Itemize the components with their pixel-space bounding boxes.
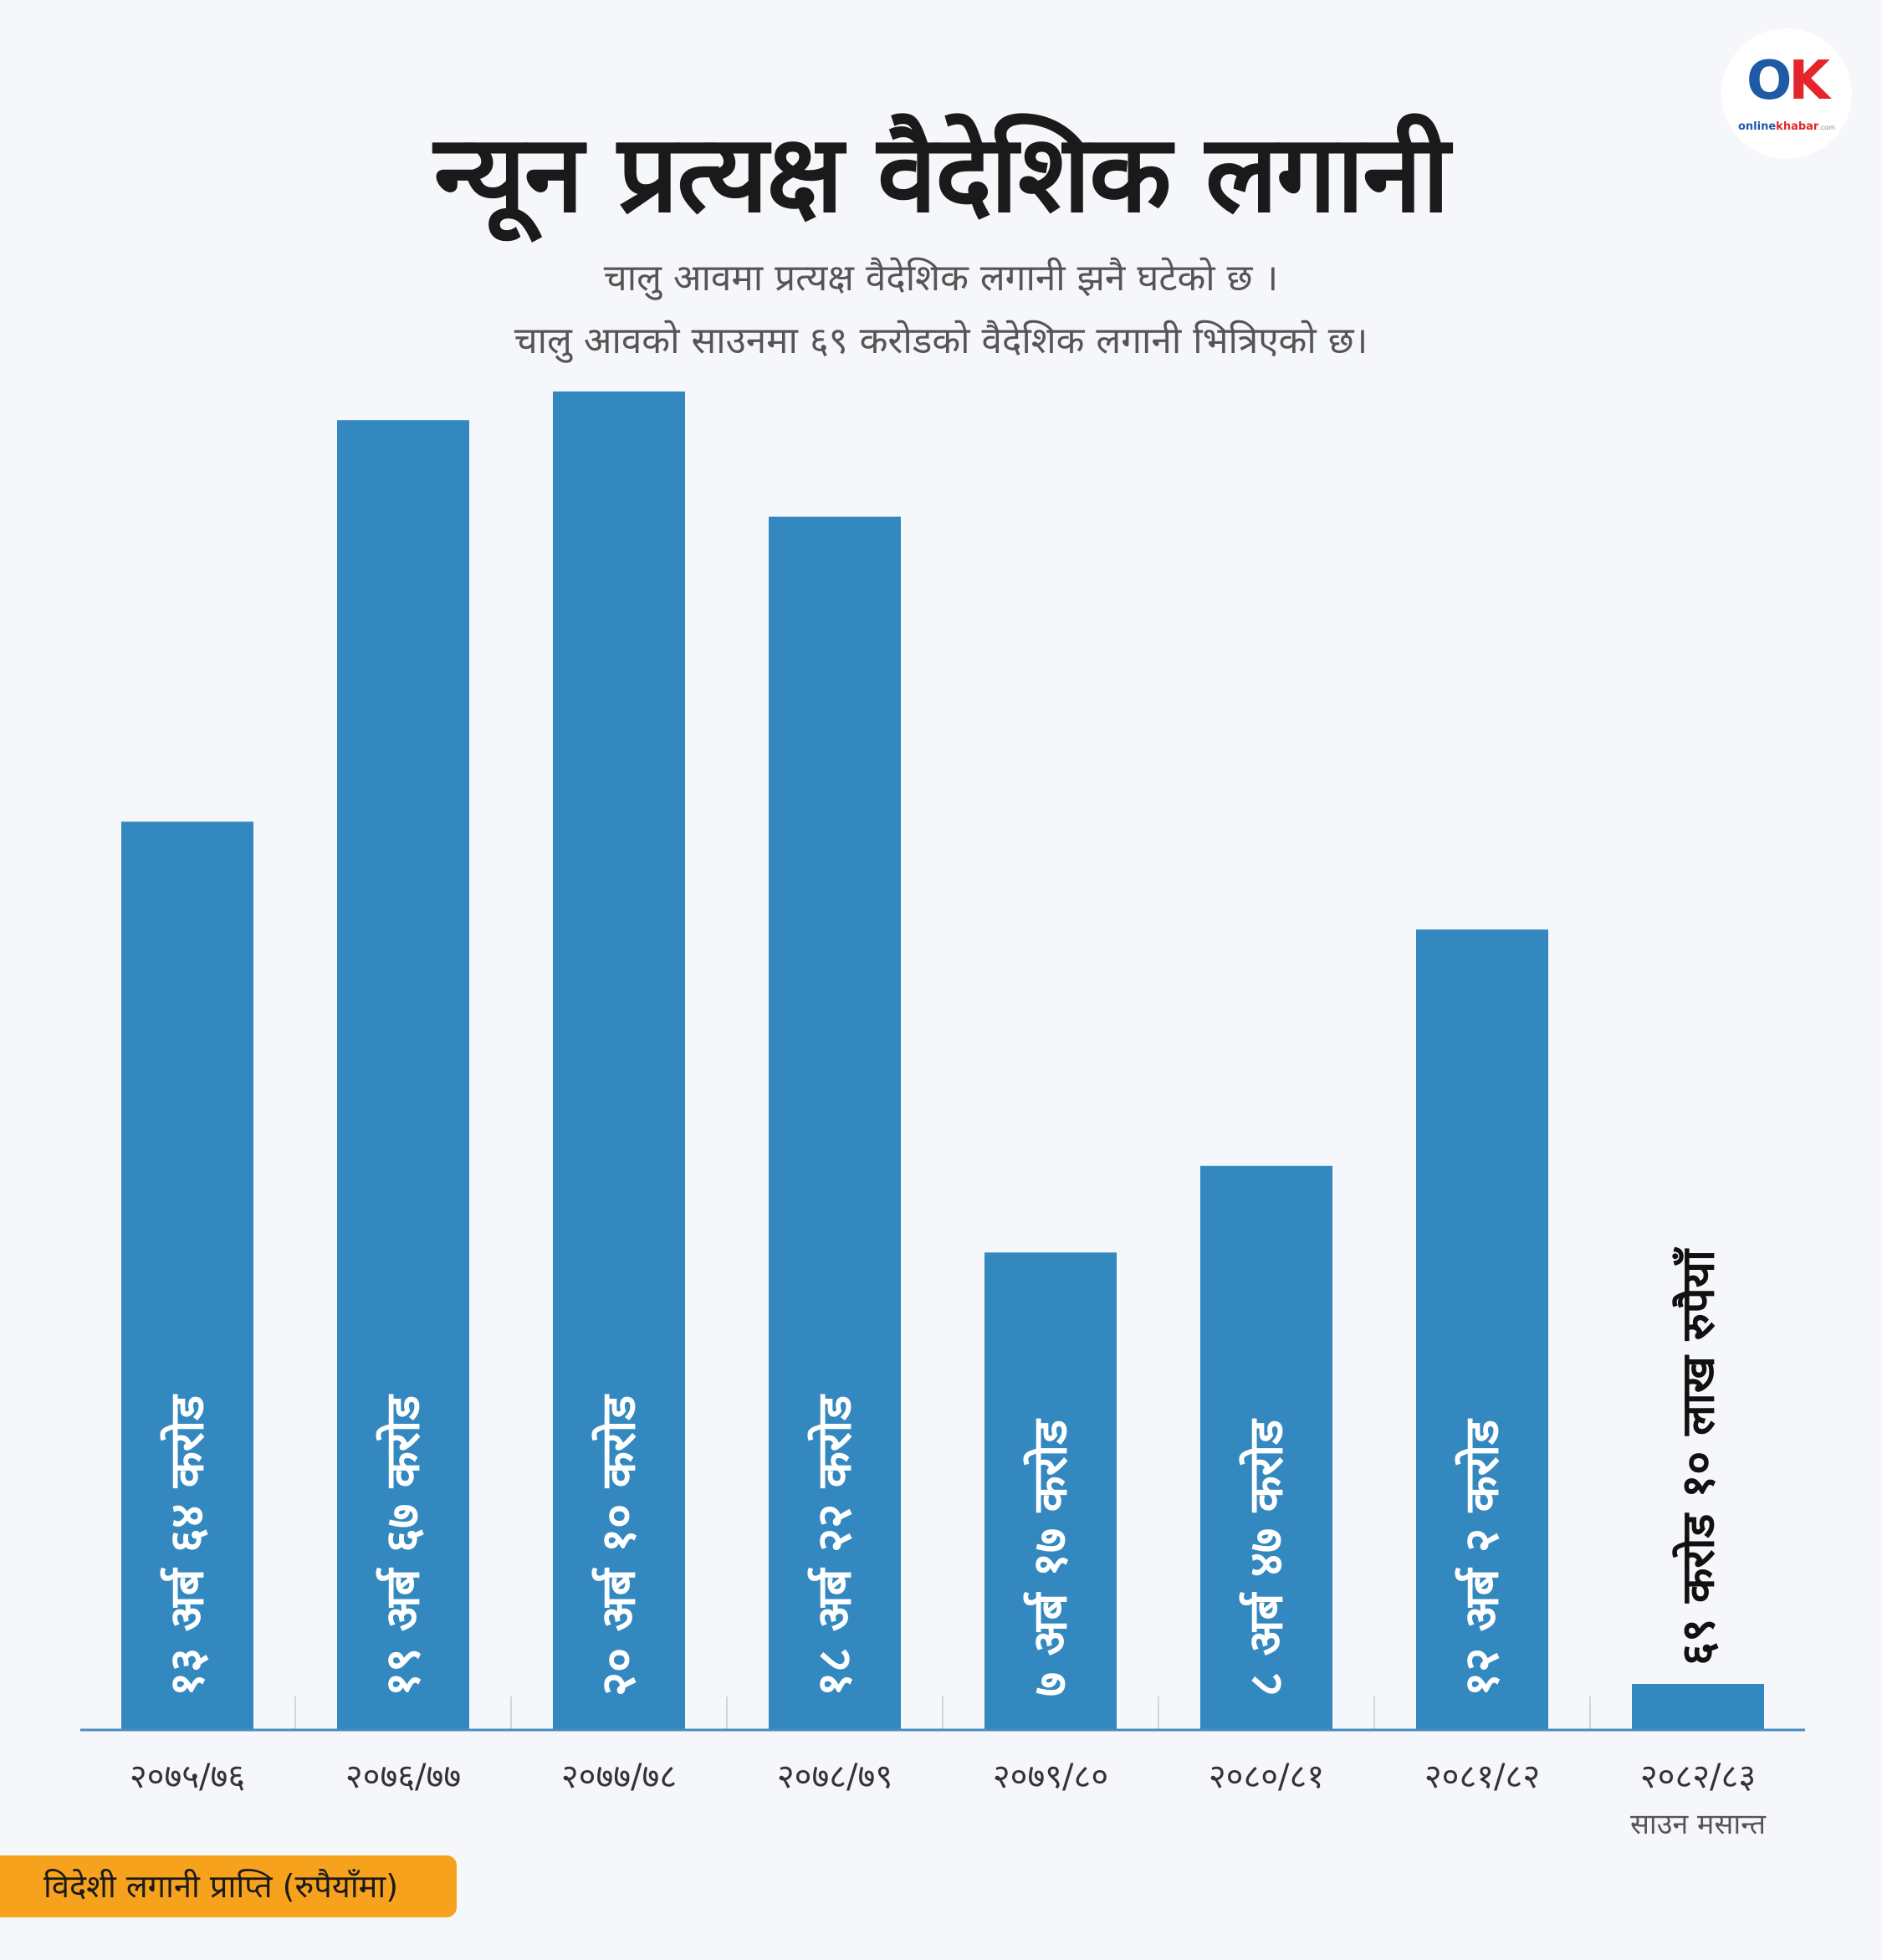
bar-label-7: १२ अर्ब २ करोड [1455, 1418, 1510, 1696]
bar-label-3: २० अर्ब १० करोड [591, 1394, 647, 1696]
bar-data-labels: १३ अर्ब ६४ करोड १९ अर्ब ६७ करोड २० अर्ब १०… [160, 1246, 1725, 1696]
x-tick-label-3: २०७७/७८ [561, 1758, 677, 1796]
bar-6 [1200, 1165, 1332, 1730]
bar-4 [769, 516, 901, 1730]
logo-brand-text: onlinekhabar.com [1738, 120, 1835, 133]
x-tick-label-1: २०७५/७६ [130, 1758, 245, 1796]
x-tick-label-4: २०७८/७९ [777, 1758, 892, 1796]
bars-group [121, 391, 1764, 1730]
bar-1 [121, 821, 253, 1730]
legend-badge: विदेशी लगानी प्राप्ति (रुपैयाँमा) [0, 1855, 457, 1917]
x-tick-label-6: २०८०/८१ [1209, 1758, 1324, 1796]
bar-label-1: १३ अर्ब ६४ करोड [160, 1394, 215, 1696]
onlinekhabar-logo: OK onlinekhabar.com [1721, 28, 1852, 159]
ok-logo-mark: OK [1746, 50, 1830, 112]
bar-8 [1632, 1683, 1764, 1730]
bar-label-6: ८ अर्ब ४७ करोड [1239, 1418, 1294, 1696]
bar-label-5: ७ अर्ब १७ करोड [1023, 1418, 1078, 1696]
bar-5 [984, 1252, 1117, 1730]
x-tick-label-8: २०८२/८३ [1640, 1758, 1756, 1796]
subtitle-line-1: चालु आवमा प्रत्यक्ष वैदेशिक लगानी झनै घट… [603, 257, 1279, 299]
chart-title: न्यून प्रत्यक्ष वैदेशिक लगानी [433, 112, 1450, 237]
x-tick-label-7: २०८१/८२ [1424, 1758, 1540, 1796]
bar-label-8: ६९ करोड १० लाख रुपैयाँ [1672, 1246, 1725, 1666]
x-tick-label-5: २०७९/८० [993, 1758, 1108, 1796]
bar-7 [1416, 929, 1548, 1730]
x-tick-sublabel-8: साउन मसान्त [1630, 1808, 1767, 1841]
bar-label-4: १८ अर्ब २२ करोड [807, 1394, 862, 1696]
bar-3 [553, 391, 685, 1730]
x-tick-label-2: २०७६/७७ [345, 1758, 461, 1796]
bar-2 [337, 420, 469, 1730]
bar-label-2: १९ अर्ब ६७ करोड [376, 1394, 431, 1696]
axis-dividers [294, 1696, 1591, 1730]
x-axis-labels: २०७५/७६ २०७६/७७ २०७७/७८ २०७८/७९ २०७९/८० २०८०/… [130, 1758, 1767, 1841]
subtitle-line-2: चालु आवको साउनमा ६९ करोडको वैदेशिक लगानी… [514, 320, 1368, 362]
